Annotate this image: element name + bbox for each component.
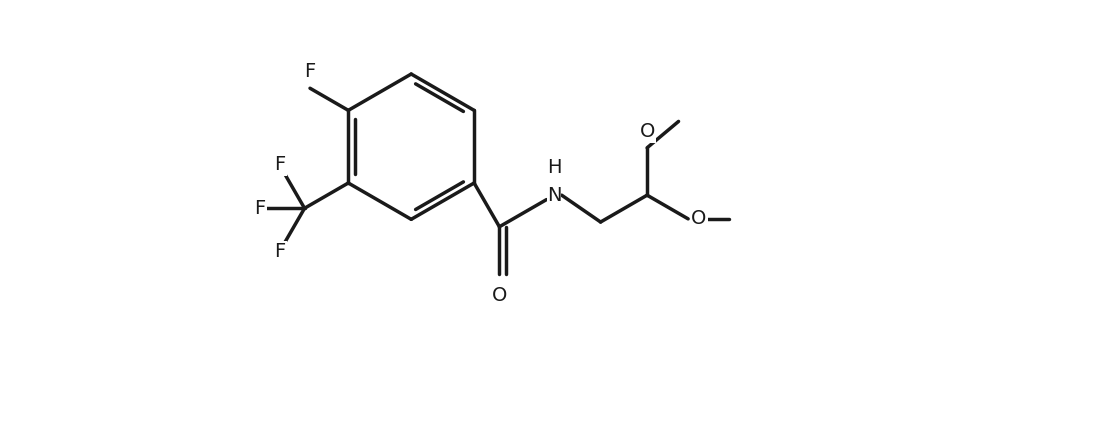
Text: F: F <box>274 155 285 174</box>
Text: F: F <box>254 199 265 218</box>
Text: F: F <box>274 242 285 261</box>
Text: O: O <box>492 285 508 305</box>
Text: H: H <box>546 158 561 178</box>
Text: O: O <box>691 209 707 228</box>
Text: O: O <box>639 123 654 141</box>
Text: F: F <box>304 62 316 81</box>
Text: N: N <box>546 186 561 204</box>
